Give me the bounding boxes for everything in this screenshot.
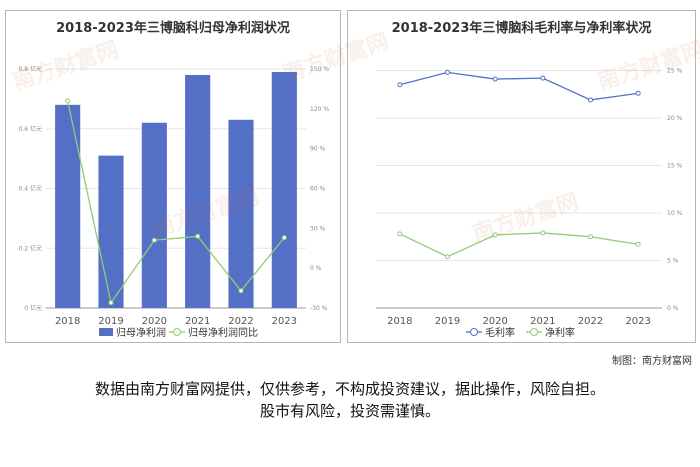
yoy-point — [151, 237, 157, 243]
net-margin-point — [588, 234, 593, 240]
net-margin-point — [540, 230, 546, 236]
bar — [185, 74, 211, 308]
x-tick-label: 2023 — [625, 316, 650, 327]
legend-label: 归母净利润 — [116, 326, 166, 339]
y-tick-label: 20 % — [667, 115, 683, 122]
bar — [98, 155, 124, 308]
y-right-tick-label: 150 % — [310, 66, 329, 73]
bar — [271, 71, 297, 308]
x-tick-label: 2018 — [55, 316, 80, 327]
yoy-point — [281, 235, 287, 241]
y-right-tick-label: 60 % — [310, 186, 326, 193]
yoy-point — [65, 98, 71, 104]
x-tick-label: 2021 — [530, 316, 555, 327]
legend-line-marker — [173, 328, 181, 336]
y-right-tick-label: 120 % — [310, 106, 329, 113]
disclaimer-line-2: 股市有风险，投资需谨慎。 — [259, 402, 440, 420]
margin-chart-panel: 2018-2023年三博脑科毛利率与净利率状况 0 % 5 % 10 % 15 % 20… — [347, 10, 696, 343]
y-right-tick-label: -30 % — [310, 305, 328, 312]
legend-label: 净利率 — [545, 326, 575, 339]
net-profit-chart: 0 亿元 0.2 亿元 0.4 亿元 0.6 亿元 0.8 亿元 -30 % 0 % 30 %… — [19, 65, 330, 339]
net-margin-point — [445, 254, 450, 260]
net-margin-line — [399, 232, 639, 258]
gross-margin-point — [588, 97, 593, 103]
x-tick-label: 2022 — [228, 316, 253, 327]
y-left-tick-label: 0.2 亿元 — [19, 244, 42, 252]
yoy-series-line — [67, 100, 285, 305]
y-tick-label: 0 % — [667, 305, 679, 312]
gross-margin-point — [445, 69, 450, 75]
chart-credit: 制图：南方财富网 — [612, 356, 692, 367]
x-tick-label: 2019 — [435, 316, 460, 327]
net-margin-point — [635, 241, 641, 247]
x-tick-label: 2019 — [98, 316, 123, 327]
x-tick-label: 2020 — [482, 316, 507, 327]
bar — [141, 122, 167, 309]
x-tick-label: 2020 — [142, 316, 167, 327]
net-margin-point — [397, 231, 403, 237]
y-right-tick-label: 0 % — [310, 265, 322, 272]
gross-margin-point — [635, 90, 641, 96]
y-right-tick-label: 30 % — [310, 225, 326, 232]
bar — [55, 104, 81, 308]
disclaimer-line-1: 数据由南方财富网提供，仅供参考，不构成投资建议，据此操作，风险自担。 — [94, 380, 605, 398]
x-tick-label: 2021 — [185, 316, 210, 327]
chart-title-net-profit: 2018-2023年三博脑科归母净利润状况 — [56, 21, 290, 36]
gross-margin-point — [397, 82, 403, 88]
net-margin-point — [492, 232, 498, 238]
y-right-tick-label: 90 % — [310, 146, 326, 153]
chart-title-margin: 2018-2023年三博脑科毛利率与净利率状况 — [391, 21, 652, 36]
legend-line-marker — [530, 328, 538, 336]
gross-margin-line — [399, 71, 639, 101]
gross-margin-point — [540, 75, 546, 81]
gross-margin-point — [492, 76, 498, 82]
y-left-tick-label: 0.6 亿元 — [19, 125, 42, 133]
y-left-tick-label: 0 亿元 — [24, 304, 42, 312]
legend-bar-swatch — [99, 328, 113, 336]
y-tick-label: 15 % — [667, 163, 683, 170]
y-tick-label: 25 % — [667, 68, 683, 75]
yoy-point — [195, 233, 201, 239]
legend-label: 归母净利润同比 — [188, 326, 258, 339]
x-tick-label: 2022 — [578, 316, 603, 327]
yoy-point — [238, 288, 244, 294]
net-profit-chart-panel: 2018-2023年三博脑科归母净利润状况 0 亿元 0.2 亿元 0.4 亿元 0.… — [5, 10, 341, 343]
legend-line-marker — [470, 328, 478, 336]
bar — [228, 119, 254, 308]
x-tick-label: 2023 — [272, 316, 297, 327]
y-left-tick-label: 0.4 亿元 — [19, 185, 42, 193]
yoy-point — [108, 300, 114, 306]
x-tick-label: 2018 — [387, 316, 412, 327]
legend-label: 毛利率 — [485, 326, 515, 339]
y-left-tick-label: 0.8 亿元 — [19, 65, 42, 73]
y-tick-label: 5 % — [667, 258, 679, 265]
margin-chart: 0 % 5 % 10 % 15 % 20 % 25 % 2018 2019 2020 2021 20… — [376, 68, 683, 339]
y-tick-label: 10 % — [667, 210, 683, 217]
